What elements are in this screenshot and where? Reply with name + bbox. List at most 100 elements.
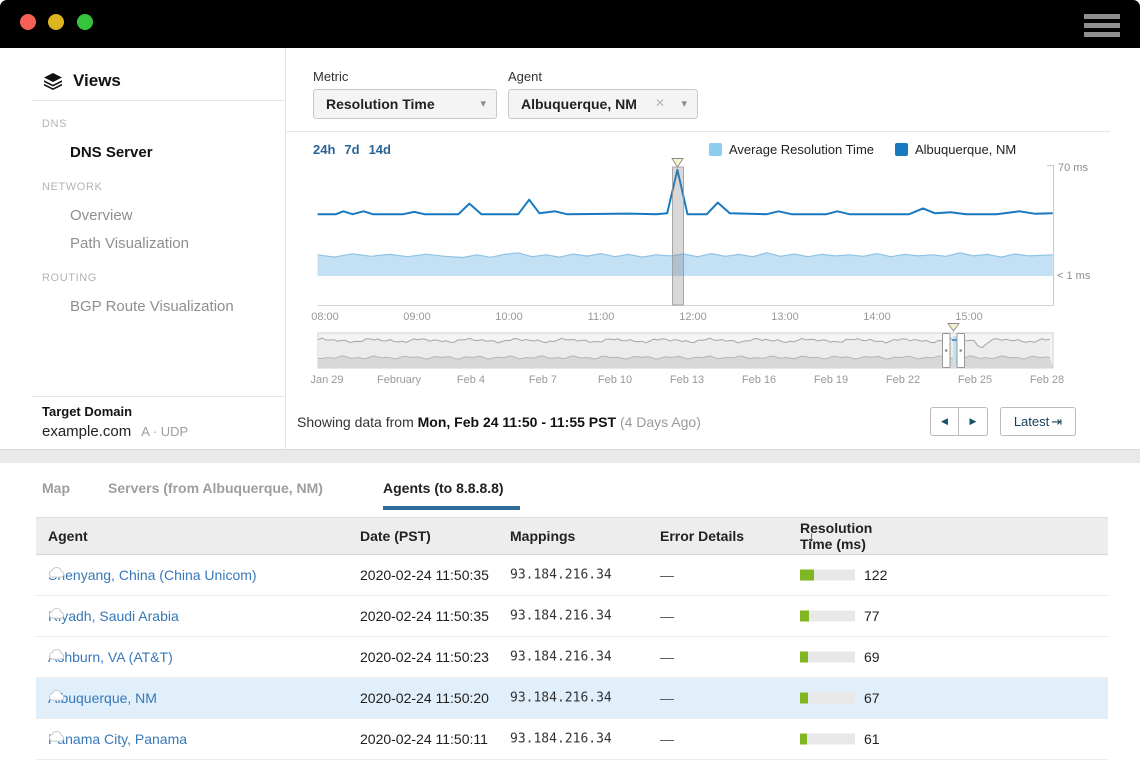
error-cell: — [660, 567, 674, 583]
svg-text:Jan 29: Jan 29 [310, 374, 343, 386]
svg-text:Feb 4: Feb 4 [457, 374, 485, 386]
clear-agent-icon[interactable]: ✕ [654, 96, 665, 110]
svg-text:Feb 19: Feb 19 [814, 374, 848, 386]
range-7d-link[interactable]: 7d [344, 142, 360, 157]
table-body: Shenyang, China (China Unicom) 2020-02-24… [36, 555, 1108, 760]
mapping-cell: 93.184.216.34 [510, 649, 612, 665]
sidebar-item-bgp-route-visualization[interactable]: BGP Route Visualization [70, 298, 234, 315]
mapping-cell: 93.184.216.34 [510, 567, 612, 583]
chart-selection-overlay[interactable] [671, 158, 684, 306]
divider [32, 396, 285, 397]
table-row[interactable]: Panama City, Panama 2020-02-24 11:50:11 93… [36, 719, 1108, 760]
svg-text:70 ms: 70 ms [1058, 162, 1088, 174]
svg-text:14:00: 14:00 [863, 311, 891, 323]
svg-text:08:00: 08:00 [311, 311, 339, 323]
agent-cell: Riyadh, Saudi Arabia [48, 607, 179, 624]
sort-desc-icon[interactable]: ↓ [808, 528, 815, 544]
tab-map[interactable]: Map [42, 480, 70, 496]
section-label-network: NETWORK [42, 181, 103, 193]
next-round-button[interactable]: ▶ [959, 407, 988, 436]
metric-label: Metric [313, 69, 349, 84]
column-agent[interactable]: Agent [48, 528, 88, 544]
agent-link[interactable]: Albuquerque, NM [48, 690, 157, 706]
sidebar-item-path-visualization[interactable]: Path Visualization [70, 235, 189, 252]
time-ago: (4 Days Ago) [619, 414, 701, 430]
mapping-cell: 93.184.216.34 [510, 608, 612, 624]
target-domain-label: Target Domain [42, 404, 133, 419]
column-date[interactable]: Date (PST) [360, 528, 431, 544]
timeline-brush[interactable] [942, 323, 965, 368]
resolution-value: 122 [864, 567, 888, 583]
agent-link[interactable]: Riyadh, Saudi Arabia [48, 608, 179, 624]
tab-servers[interactable]: Servers (from Albuquerque, NM) [108, 480, 323, 496]
agent-link[interactable]: Shenyang, China (China Unicom) [48, 567, 257, 583]
column-error-details[interactable]: Error Details [660, 528, 745, 544]
latest-button[interactable]: Latest ⇥ [1000, 407, 1076, 436]
agent-link[interactable]: Ashburn, VA (AT&T) [48, 649, 173, 665]
agent-link[interactable]: Panama City, Panama [48, 731, 188, 747]
range-14d-link[interactable]: 14d [368, 142, 391, 157]
legend-average-resolution-time[interactable]: Average Resolution Time [709, 142, 874, 157]
sidebar-item-overview[interactable]: Overview [70, 207, 133, 224]
legend-swatch-light [709, 143, 722, 156]
error-cell: — [660, 608, 674, 624]
agent-cell: Albuquerque, NM [48, 689, 157, 706]
agent-cell: Ashburn, VA (AT&T) [48, 648, 173, 666]
sidebar-item-dns-server[interactable]: DNS Server [70, 144, 153, 161]
legend-albuquerque[interactable]: Albuquerque, NM [895, 142, 1016, 157]
cloud-agent-icon [48, 730, 65, 748]
close-window-button[interactable] [20, 14, 36, 30]
showing-data-text: Showing data from Mon, Feb 24 11:50 - 11… [297, 414, 701, 430]
chart-series [317, 168, 1053, 276]
selection-band[interactable] [672, 166, 684, 306]
table-row[interactable]: Riyadh, Saudi Arabia 2020-02-24 11:50:35 9… [36, 596, 1108, 637]
svg-text:February: February [377, 374, 422, 386]
range-24h-link[interactable]: 24h [313, 142, 336, 157]
resolution-time-chart[interactable]: 08:00 09:00 10:00 11:00 12:00 13:00 14:00 15:00… [290, 140, 1110, 395]
svg-text:12:00: 12:00 [679, 311, 707, 323]
svg-text:Feb 28: Feb 28 [1030, 374, 1064, 386]
views-title: Views [73, 71, 121, 90]
date-cell: 2020-02-24 11:50:20 [360, 690, 489, 706]
table-row[interactable]: Ashburn, VA (AT&T) 2020-02-24 11:50:23 93.… [36, 637, 1108, 678]
resolution-bar [800, 651, 855, 663]
brush-marker-icon[interactable] [947, 323, 960, 332]
resolution-value: 61 [864, 731, 880, 747]
cloud-agent-icon [48, 648, 65, 666]
minimize-window-button[interactable] [48, 14, 64, 30]
tab-agents[interactable]: Agents (to 8.8.8.8) [383, 480, 504, 496]
metric-dropdown[interactable]: Resolution Time ▾ [313, 89, 497, 119]
minimap-series [317, 337, 1053, 368]
svg-text:Feb 16: Feb 16 [742, 374, 776, 386]
svg-text:11:00: 11:00 [588, 311, 615, 323]
date-cell: 2020-02-24 11:50:35 [360, 567, 489, 583]
error-cell: — [660, 690, 674, 706]
selection-marker-icon[interactable] [671, 158, 684, 168]
agent-dropdown[interactable]: Albuquerque, NM ✕ ▾ [508, 89, 698, 119]
metric-value: Resolution Time [326, 96, 435, 112]
hamburger-menu-icon[interactable] [1084, 14, 1120, 41]
time-range-links: 24h 7d 14d [313, 142, 400, 157]
target-domain-meta: A · UDP [141, 424, 189, 439]
divider [286, 131, 1110, 132]
section-separator [0, 450, 1140, 463]
svg-text:15:00: 15:00 [955, 311, 983, 323]
agent-label: Agent [508, 69, 542, 84]
zoom-window-button[interactable] [77, 14, 93, 30]
mapping-cell: 93.184.216.34 [510, 731, 612, 747]
table-row[interactable]: Shenyang, China (China Unicom) 2020-02-24… [36, 555, 1108, 596]
resolution-value: 69 [864, 649, 880, 665]
resolution-bar [800, 692, 855, 704]
svg-text:13:00: 13:00 [771, 311, 799, 323]
agent-cell: Shenyang, China (China Unicom) [48, 566, 257, 583]
divider [32, 100, 285, 101]
date-cell: 2020-02-24 11:50:23 [360, 649, 489, 665]
previous-round-button[interactable]: ◀ [930, 407, 959, 436]
views-header: Views [44, 71, 121, 91]
table-row[interactable]: Albuquerque, NM 2020-02-24 11:50:20 93.184… [36, 678, 1108, 719]
svg-text:Feb 25: Feb 25 [958, 374, 992, 386]
svg-text:Feb 10: Feb 10 [598, 374, 632, 386]
column-mappings[interactable]: Mappings [510, 528, 576, 544]
chevron-down-icon: ▾ [681, 98, 687, 110]
